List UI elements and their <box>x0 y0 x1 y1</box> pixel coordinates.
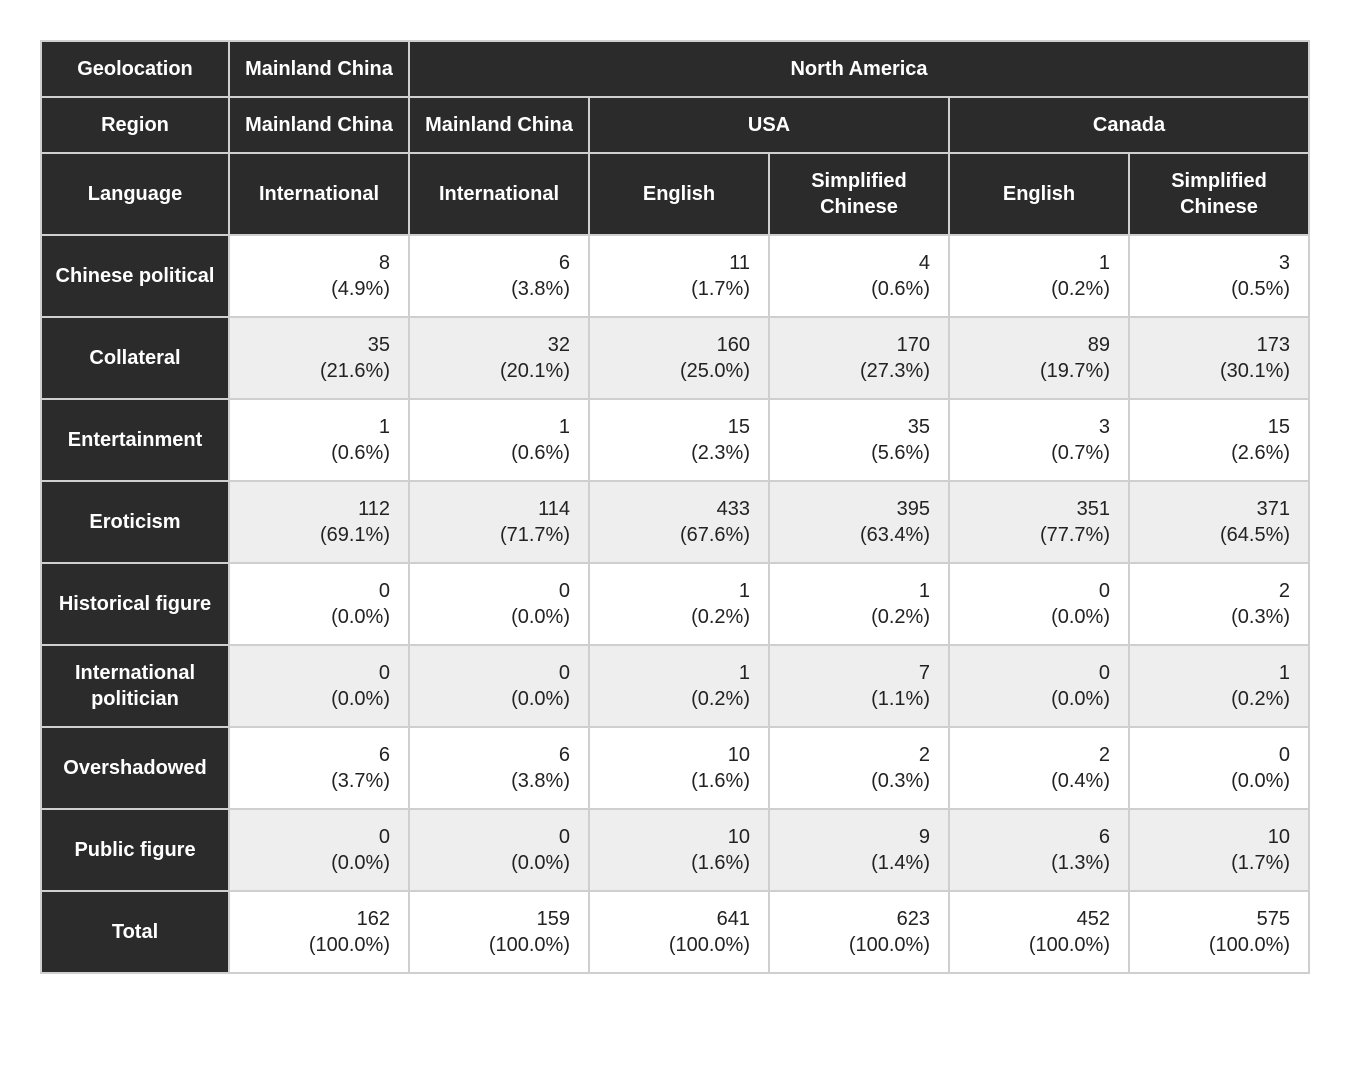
cell-chinese_political-na_usa_sc: 4(0.6%) <box>769 235 949 317</box>
cell-eroticism-na_can_en: 351(77.7%) <box>949 481 1129 563</box>
row-label-chinese_political: Chinese political <box>41 235 229 317</box>
cell-entertainment-na_can_en: 3(0.7%) <box>949 399 1129 481</box>
cell-entertainment-na_can_sc: 15(2.6%) <box>1129 399 1309 481</box>
cell-collateral-na_usa_en: 160(25.0%) <box>589 317 769 399</box>
cell-entertainment-na_usa_sc: 35(5.6%) <box>769 399 949 481</box>
table-body: Chinese political8(4.9%)6(3.8%)11(1.7%)4… <box>41 235 1309 973</box>
header-region-mc-2: Mainland China <box>409 97 589 153</box>
cell-chinese_political-mc_intl: 8(4.9%) <box>229 235 409 317</box>
header-lang-intl-1: International <box>229 153 409 235</box>
cell-eroticism-na_can_sc: 371(64.5%) <box>1129 481 1309 563</box>
cell-total-na_usa_sc: 623(100.0%) <box>769 891 949 973</box>
cell-public_figure-na_mc_intl: 0(0.0%) <box>409 809 589 891</box>
header-region-label: Region <box>41 97 229 153</box>
table-row: International politician0(0.0%)0(0.0%)1(… <box>41 645 1309 727</box>
row-label-public_figure: Public figure <box>41 809 229 891</box>
cell-public_figure-na_usa_sc: 9(1.4%) <box>769 809 949 891</box>
header-geo-na: North America <box>409 41 1309 97</box>
header-lang-can-sc: Simplified Chinese <box>1129 153 1309 235</box>
cell-entertainment-mc_intl: 1(0.6%) <box>229 399 409 481</box>
cell-collateral-na_usa_sc: 170(27.3%) <box>769 317 949 399</box>
cell-international_politician-na_usa_en: 1(0.2%) <box>589 645 769 727</box>
cell-overshadowed-na_usa_en: 10(1.6%) <box>589 727 769 809</box>
row-label-overshadowed: Overshadowed <box>41 727 229 809</box>
cell-historical_figure-na_usa_sc: 1(0.2%) <box>769 563 949 645</box>
table-row: Entertainment1(0.6%)1(0.6%)15(2.3%)35(5.… <box>41 399 1309 481</box>
cell-eroticism-na_usa_sc: 395(63.4%) <box>769 481 949 563</box>
cell-entertainment-na_mc_intl: 1(0.6%) <box>409 399 589 481</box>
cell-public_figure-na_can_sc: 10(1.7%) <box>1129 809 1309 891</box>
table-row: Chinese political8(4.9%)6(3.8%)11(1.7%)4… <box>41 235 1309 317</box>
header-region-mc-1: Mainland China <box>229 97 409 153</box>
table-row: Overshadowed6(3.7%)6(3.8%)10(1.6%)2(0.3%… <box>41 727 1309 809</box>
header-language-label: Language <box>41 153 229 235</box>
cell-international_politician-mc_intl: 0(0.0%) <box>229 645 409 727</box>
cell-international_politician-na_usa_sc: 7(1.1%) <box>769 645 949 727</box>
row-label-eroticism: Eroticism <box>41 481 229 563</box>
cell-chinese_political-na_usa_en: 11(1.7%) <box>589 235 769 317</box>
table-row: Total162(100.0%)159(100.0%)641(100.0%)62… <box>41 891 1309 973</box>
cell-entertainment-na_usa_en: 15(2.3%) <box>589 399 769 481</box>
cell-historical_figure-mc_intl: 0(0.0%) <box>229 563 409 645</box>
header-lang-usa-sc: Simplified Chinese <box>769 153 949 235</box>
cell-collateral-na_can_en: 89(19.7%) <box>949 317 1129 399</box>
cell-total-na_usa_en: 641(100.0%) <box>589 891 769 973</box>
header-geolocation-label: Geolocation <box>41 41 229 97</box>
row-label-total: Total <box>41 891 229 973</box>
cell-collateral-na_can_sc: 173(30.1%) <box>1129 317 1309 399</box>
cell-chinese_political-na_mc_intl: 6(3.8%) <box>409 235 589 317</box>
row-label-international_politician: International politician <box>41 645 229 727</box>
row-label-collateral: Collateral <box>41 317 229 399</box>
row-label-historical_figure: Historical figure <box>41 563 229 645</box>
table-row: Collateral35(21.6%)32(20.1%)160(25.0%)17… <box>41 317 1309 399</box>
table-row: Eroticism112(69.1%)114(71.7%)433(67.6%)3… <box>41 481 1309 563</box>
header-lang-usa-en: English <box>589 153 769 235</box>
cell-public_figure-na_can_en: 6(1.3%) <box>949 809 1129 891</box>
cell-collateral-na_mc_intl: 32(20.1%) <box>409 317 589 399</box>
cell-collateral-mc_intl: 35(21.6%) <box>229 317 409 399</box>
cell-total-na_mc_intl: 159(100.0%) <box>409 891 589 973</box>
header-region-canada: Canada <box>949 97 1309 153</box>
data-table: Geolocation Mainland China North America… <box>40 40 1310 974</box>
cell-total-na_can_sc: 575(100.0%) <box>1129 891 1309 973</box>
cell-historical_figure-na_usa_en: 1(0.2%) <box>589 563 769 645</box>
cell-public_figure-mc_intl: 0(0.0%) <box>229 809 409 891</box>
header-region-usa: USA <box>589 97 949 153</box>
header-geo-mc: Mainland China <box>229 41 409 97</box>
header-row-language: Language International International Eng… <box>41 153 1309 235</box>
cell-public_figure-na_usa_en: 10(1.6%) <box>589 809 769 891</box>
cell-chinese_political-na_can_en: 1(0.2%) <box>949 235 1129 317</box>
cell-overshadowed-na_usa_sc: 2(0.3%) <box>769 727 949 809</box>
cell-eroticism-na_mc_intl: 114(71.7%) <box>409 481 589 563</box>
cell-international_politician-na_can_sc: 1(0.2%) <box>1129 645 1309 727</box>
cell-total-na_can_en: 452(100.0%) <box>949 891 1129 973</box>
cell-international_politician-na_mc_intl: 0(0.0%) <box>409 645 589 727</box>
cell-international_politician-na_can_en: 0(0.0%) <box>949 645 1129 727</box>
cell-total-mc_intl: 162(100.0%) <box>229 891 409 973</box>
cell-eroticism-na_usa_en: 433(67.6%) <box>589 481 769 563</box>
cell-eroticism-mc_intl: 112(69.1%) <box>229 481 409 563</box>
table-row: Historical figure0(0.0%)0(0.0%)1(0.2%)1(… <box>41 563 1309 645</box>
header-lang-intl-2: International <box>409 153 589 235</box>
cell-overshadowed-na_can_sc: 0(0.0%) <box>1129 727 1309 809</box>
cell-historical_figure-na_mc_intl: 0(0.0%) <box>409 563 589 645</box>
cell-historical_figure-na_can_sc: 2(0.3%) <box>1129 563 1309 645</box>
table-row: Public figure0(0.0%)0(0.0%)10(1.6%)9(1.4… <box>41 809 1309 891</box>
header-lang-can-en: English <box>949 153 1129 235</box>
cell-overshadowed-na_mc_intl: 6(3.8%) <box>409 727 589 809</box>
header-row-geolocation: Geolocation Mainland China North America <box>41 41 1309 97</box>
cell-overshadowed-na_can_en: 2(0.4%) <box>949 727 1129 809</box>
cell-historical_figure-na_can_en: 0(0.0%) <box>949 563 1129 645</box>
cell-overshadowed-mc_intl: 6(3.7%) <box>229 727 409 809</box>
header-row-region: Region Mainland China Mainland China USA… <box>41 97 1309 153</box>
cell-chinese_political-na_can_sc: 3(0.5%) <box>1129 235 1309 317</box>
table-head: Geolocation Mainland China North America… <box>41 41 1309 235</box>
row-label-entertainment: Entertainment <box>41 399 229 481</box>
